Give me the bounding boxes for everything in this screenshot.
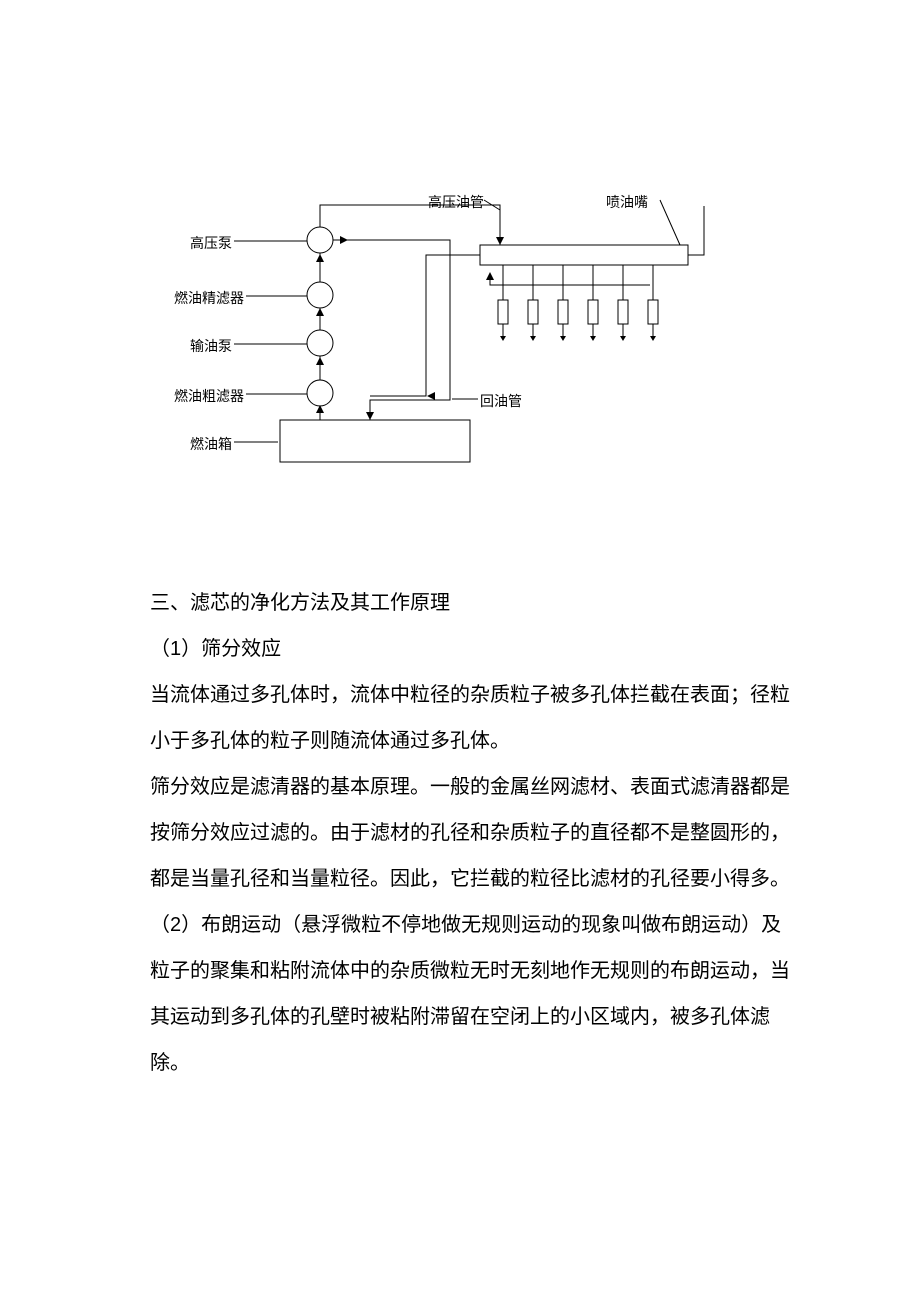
diagram-label: 燃油箱 (190, 434, 232, 454)
section-heading: 三、滤芯的净化方法及其工作原理 (150, 580, 790, 626)
paragraph: 当流体通过多孔体时，流体中粒径的杂质粒子被多孔体拦截在表面；径粒小于多孔体的粒子… (150, 672, 790, 764)
fuel-system-diagram: 高压油管 喷油嘴高压泵燃油精滤器输油泵燃油粗滤器燃油箱 回油管 (150, 110, 710, 490)
diagram-label: 输油泵 (190, 336, 232, 356)
document-body: 三、滤芯的净化方法及其工作原理 （1）筛分效应 当流体通过多孔体时，流体中粒径的… (150, 580, 790, 1086)
paragraph: （2）布朗运动（悬浮微粒不停地做无规则运动的现象叫做布朗运动）及粒子的聚集和粘附… (150, 902, 790, 1086)
diagram-label: 燃油精滤器 (174, 288, 244, 308)
paragraph: 筛分效应是滤清器的基本原理。一般的金属丝网滤材、表面式滤清器都是按筛分效应过滤的… (150, 764, 790, 902)
diagram-label: 高压泵 (190, 233, 232, 253)
diagram-label: 燃油粗滤器 (174, 386, 244, 406)
diagram-label: 高压油管 (428, 192, 484, 212)
diagram-label: 回油管 (480, 391, 522, 411)
diagram-label: 喷油嘴 (606, 192, 648, 212)
paragraph: （1）筛分效应 (150, 626, 790, 672)
